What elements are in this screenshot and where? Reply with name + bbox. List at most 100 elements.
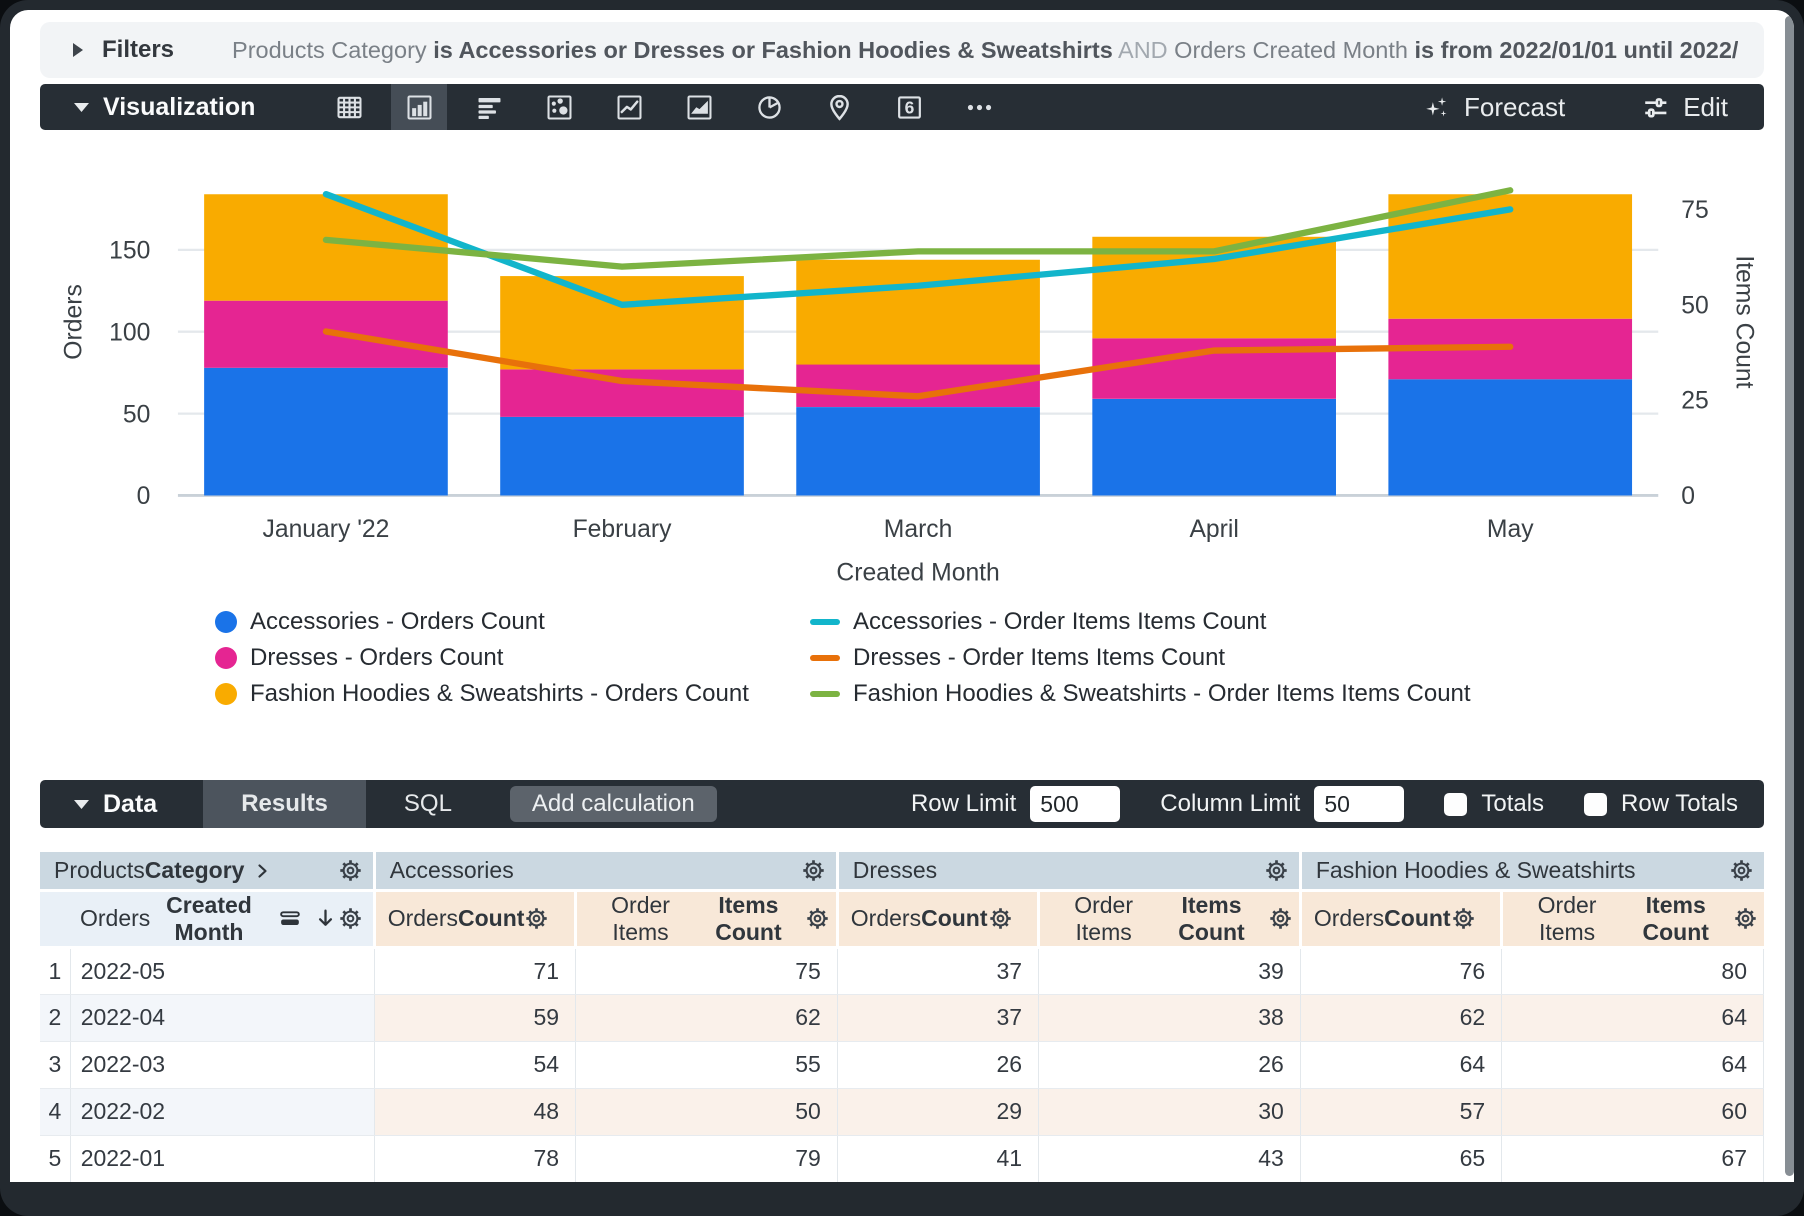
table-cell[interactable]: 80 [1501,947,1764,995]
more-icon[interactable] [951,84,1007,130]
line-series[interactable] [322,328,1514,400]
table-cell[interactable]: 71 [374,947,577,995]
sort-bars-icon[interactable] [278,906,303,931]
table-cell[interactable]: 78 [374,1135,577,1182]
table-cell[interactable]: 55 [575,1041,838,1089]
bar-segment[interactable] [500,276,744,370]
filters-bar[interactable]: Filters Products Category is Accessories… [40,22,1764,78]
pie-chart-icon[interactable] [741,84,797,130]
bar-segment[interactable] [1092,398,1336,496]
tab-results[interactable]: Results [203,780,366,829]
measure-header-0-1[interactable]: Order Items Items Count [574,890,838,949]
chevron-right-icon[interactable] [250,859,274,883]
data-toggle[interactable]: Data [40,790,203,819]
area-chart-icon[interactable] [671,84,727,130]
table-cell[interactable]: 64 [1300,1041,1503,1089]
gear-icon[interactable] [988,906,1013,931]
gear-icon[interactable] [801,858,826,883]
legend-item[interactable]: Fashion Hoodies & Sweatshirts - Order It… [810,680,1471,707]
table-cell[interactable]: 62 [575,994,838,1042]
legend-item[interactable]: Fashion Hoodies & Sweatshirts - Orders C… [215,680,810,707]
legend-item[interactable]: Dresses - Order Items Items Count [810,644,1471,671]
dimension-cell[interactable]: 2022-04 [70,994,375,1042]
table-cell[interactable]: 37 [837,947,1040,995]
table-cell[interactable]: 38 [1038,994,1301,1042]
row-totals-checkbox[interactable] [1584,792,1608,816]
bar-segment[interactable] [1388,379,1633,496]
column-limit-input[interactable] [1314,786,1405,823]
gear-icon[interactable] [1268,906,1293,931]
table-cell[interactable]: 57 [1300,1088,1503,1136]
table-cell[interactable]: 60 [1501,1088,1764,1136]
visualization-toggle[interactable]: Visualization [74,93,255,122]
line-chart-icon[interactable] [601,84,657,130]
table-cell[interactable]: 43 [1038,1135,1301,1182]
bar-segment[interactable] [204,367,448,496]
filters-toggle[interactable]: Filters [72,36,174,64]
dimension-cell[interactable]: 2022-02 [70,1088,375,1136]
add-calculation-button[interactable]: Add calculation [509,786,717,823]
group-header-0[interactable]: Accessories [372,852,838,892]
gear-icon[interactable] [338,906,363,931]
legend-item[interactable]: Dresses - Orders Count [215,644,810,671]
line-series[interactable] [322,190,1514,308]
column-chart-icon[interactable] [391,84,448,130]
table-cell[interactable]: 48 [374,1088,577,1136]
column-header-orders-created-month[interactable]: Orders Created Month [40,890,375,949]
table-cell[interactable]: 62 [1300,994,1503,1042]
table-cell[interactable]: 67 [1501,1135,1764,1182]
measure-header-2-1[interactable]: Order Items Items Count [1500,890,1764,949]
table-cell[interactable]: 79 [575,1135,838,1182]
bar-segment[interactable] [1388,194,1633,319]
edit-button[interactable]: Edit [1641,92,1728,123]
gear-icon[interactable] [1451,906,1476,931]
filter-summary[interactable]: Products Category is Accessories or Dres… [232,37,1738,64]
table-cell[interactable]: 59 [374,994,577,1042]
table-cell[interactable]: 54 [374,1041,577,1089]
table-cell[interactable]: 50 [575,1088,838,1136]
gear-icon[interactable] [805,906,830,931]
table-cell[interactable]: 26 [837,1041,1040,1089]
gear-icon[interactable] [338,858,363,883]
bar-segment[interactable] [500,369,744,417]
single-value-icon[interactable]: 6 [881,84,937,130]
table-cell[interactable]: 64 [1501,994,1764,1042]
table-cell[interactable]: 65 [1300,1135,1503,1182]
column-header-products-category[interactable]: Products Category [40,852,375,892]
table-cell[interactable]: 26 [1038,1041,1301,1089]
bar-segment[interactable] [796,407,1040,496]
forecast-button[interactable]: Forecast [1422,92,1565,123]
map-pin-icon[interactable] [811,84,867,130]
measure-header-2-0[interactable]: Orders Count [1298,890,1502,949]
bar-chart-icon[interactable] [461,84,517,130]
gear-icon[interactable] [1729,858,1754,883]
legend-item[interactable]: Accessories - Order Items Items Count [810,608,1471,635]
arrow-down-icon[interactable] [313,906,338,931]
table-cell[interactable]: 41 [837,1135,1040,1182]
legend-item[interactable]: Accessories - Orders Count [215,608,810,635]
totals-checkbox[interactable] [1444,792,1468,816]
scatter-plot-icon[interactable] [531,84,587,130]
gear-icon[interactable] [1733,906,1758,931]
table-cell[interactable]: 29 [837,1088,1040,1136]
measure-header-1-1[interactable]: Order Items Items Count [1037,890,1301,949]
measure-header-1-0[interactable]: Orders Count [835,890,1039,949]
table-cell[interactable]: 30 [1038,1088,1301,1136]
table-cell[interactable]: 75 [575,947,838,995]
gear-icon[interactable] [524,906,549,931]
line-series[interactable] [322,187,1514,270]
bar-segment[interactable] [500,416,744,496]
tab-sql[interactable]: SQL [403,790,452,818]
table-cell[interactable]: 64 [1501,1041,1764,1089]
dimension-cell[interactable]: 2022-05 [70,947,375,995]
row-limit-input[interactable] [1030,786,1121,823]
group-header-2[interactable]: Fashion Hoodies & Sweatshirts [1298,852,1764,892]
table-cell[interactable]: 39 [1038,947,1301,995]
dimension-cell[interactable]: 2022-03 [70,1041,375,1089]
table-icon[interactable] [321,84,377,130]
table-cell[interactable]: 76 [1300,947,1503,995]
table-cell[interactable]: 37 [837,994,1040,1042]
vertical-scrollbar[interactable] [1785,16,1794,1176]
chart[interactable]: 0 50 100 150 0 25 50 75 Orders Items Count January… [40,130,1764,594]
group-header-1[interactable]: Dresses [835,852,1301,892]
